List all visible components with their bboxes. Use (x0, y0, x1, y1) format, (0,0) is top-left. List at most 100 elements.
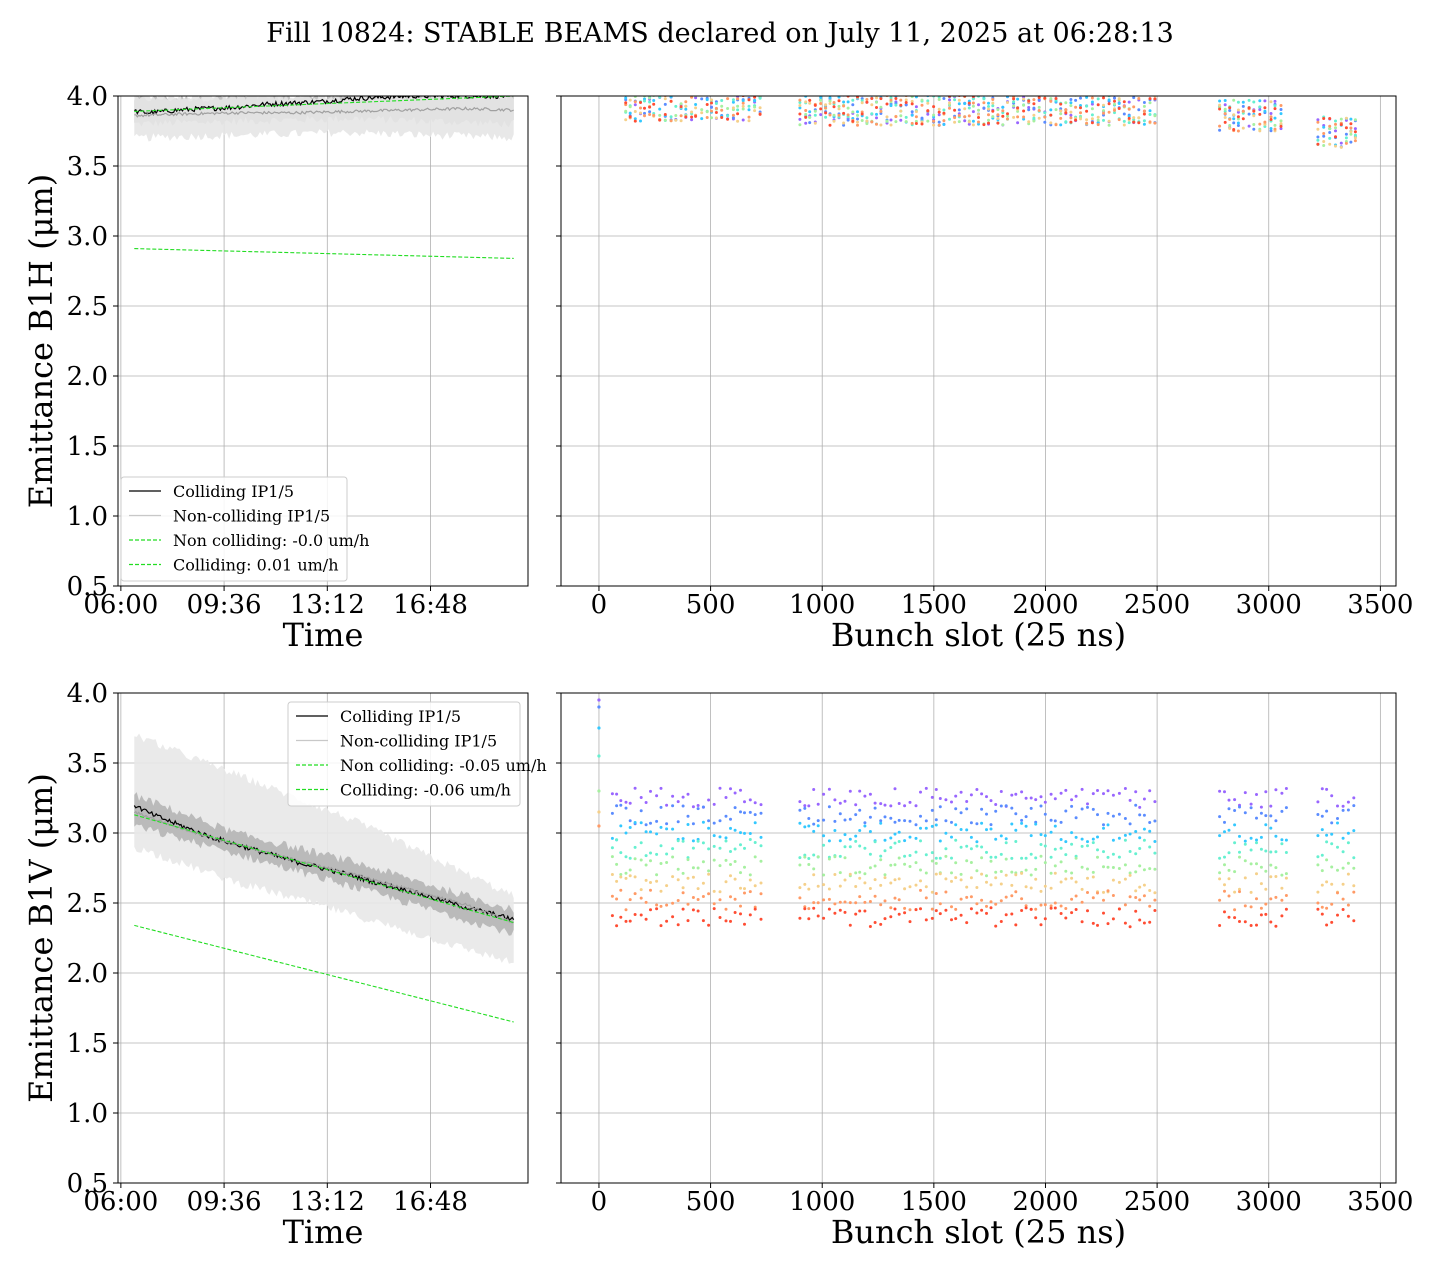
bunch-point (1228, 117, 1232, 121)
bunch-point (1043, 861, 1047, 865)
bunch-point (739, 904, 742, 908)
bunch-point (1134, 896, 1138, 899)
bunch-point (1106, 811, 1110, 815)
bunch-point (942, 119, 946, 123)
bunch-point (798, 112, 802, 116)
bunch-point (865, 116, 869, 120)
bunch-point (671, 794, 675, 798)
bunch-point (944, 854, 948, 858)
bunch-point (965, 859, 969, 863)
bunch-point (1102, 865, 1105, 869)
bunch-point (681, 837, 685, 841)
y-tick-label: 3.0 (67, 819, 108, 849)
bunch-point (969, 835, 973, 839)
bunch-point (633, 110, 637, 113)
bunch-point (1123, 903, 1127, 907)
bunch-point (934, 856, 938, 860)
legend-label: Colliding IP1/5 (173, 482, 294, 501)
bunch-point (1004, 841, 1008, 845)
bunch-point (1070, 871, 1074, 875)
bunch-point (924, 826, 928, 830)
bunch-point (1020, 856, 1024, 860)
y-tick-label: 1.0 (67, 1099, 108, 1129)
bunch-point (639, 119, 642, 123)
bunch-point (747, 115, 751, 119)
bunch-point (953, 120, 957, 124)
bunch-point (980, 856, 984, 860)
bunch-point (937, 96, 941, 99)
bunch-point (883, 849, 887, 853)
bunch-point (1247, 106, 1251, 110)
bunch-point (696, 887, 700, 891)
bunch-point (648, 113, 652, 116)
y-tick-label: 3.5 (67, 749, 108, 779)
bunch-point (865, 119, 869, 123)
bunch-point (649, 859, 652, 863)
bunch-point (619, 799, 623, 803)
bunch-point (1080, 807, 1084, 811)
bunch-point (718, 864, 722, 868)
bunch-point (1236, 117, 1240, 121)
bunch-point (1273, 107, 1277, 111)
bunch-point (1249, 836, 1253, 840)
bunch-point (914, 861, 918, 865)
bunch-point (856, 117, 859, 121)
bunch-point (879, 112, 883, 115)
bunch-point (1148, 889, 1152, 892)
bunch-point (824, 106, 828, 110)
bunch-point (994, 902, 998, 906)
axes-frame (560, 692, 1397, 1184)
bunch-point (1153, 898, 1157, 902)
bunch-point (1014, 792, 1018, 796)
bunch-point (1325, 787, 1329, 791)
bunch-point (1024, 815, 1028, 819)
bunch-point (1274, 924, 1278, 928)
bunch-point (733, 847, 737, 851)
bunch-point (1064, 853, 1068, 857)
bunch-point (739, 843, 742, 847)
bunch-point (1334, 129, 1337, 133)
bunch-point (1069, 104, 1073, 108)
legend-box (287, 701, 521, 807)
bunch-point (1059, 912, 1063, 915)
bunch-point (624, 908, 628, 912)
bunch-point (649, 789, 652, 793)
bunch-point (1153, 121, 1157, 125)
bunch-point (858, 808, 862, 812)
y-tick-label: 0.5 (67, 572, 108, 602)
bunch-point (1069, 98, 1073, 101)
bunch-point (633, 892, 637, 896)
bunch-point (875, 96, 878, 100)
bunch-point (701, 919, 705, 923)
bunch-point (1339, 141, 1343, 145)
bunch-point (819, 113, 823, 117)
bunch-point (1059, 123, 1063, 127)
bunch-point (828, 102, 832, 105)
bunch-point (833, 829, 837, 832)
bunch-point (1238, 920, 1241, 923)
bunch-point (691, 822, 695, 826)
bunch-point (714, 111, 718, 114)
bunch-point (619, 873, 623, 876)
bunch-point (1218, 856, 1222, 860)
bunch-point (1034, 856, 1038, 860)
bunch-point (731, 98, 735, 102)
bunch-point (934, 861, 938, 865)
bunch-point (759, 892, 763, 896)
bunch-point (1111, 866, 1115, 869)
bunch-point (1037, 98, 1041, 102)
bunch-point (696, 839, 700, 843)
bunch-point (1259, 865, 1263, 869)
bunch-point (868, 887, 872, 890)
bunch-point (954, 794, 958, 798)
bunch-point (1012, 115, 1016, 119)
bunch-point (1228, 126, 1232, 130)
bunch-point (954, 876, 958, 880)
bunch-point (674, 91, 677, 94)
bunch-point (938, 839, 942, 843)
bunch-point (1004, 895, 1008, 899)
bunch-point (1346, 841, 1350, 845)
bunch-point (987, 107, 990, 111)
bunch-point (893, 863, 897, 867)
